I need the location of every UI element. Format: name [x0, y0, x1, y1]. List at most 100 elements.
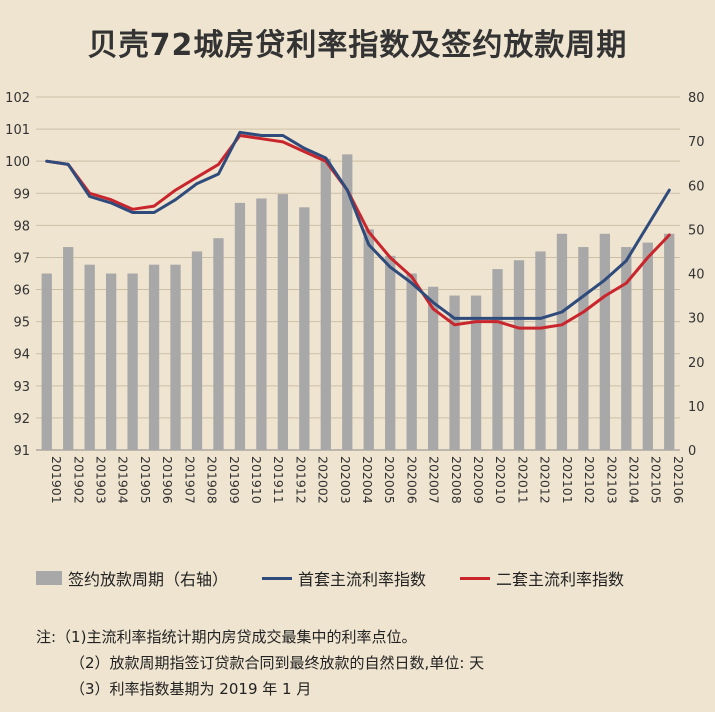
x-tick-label: 202004 — [360, 456, 375, 504]
right-tick-label: 0 — [688, 444, 696, 459]
x-tick-label: 201905 — [138, 456, 153, 504]
x-tick-label: 202010 — [493, 456, 508, 504]
bar-201910 — [234, 202, 246, 450]
x-tick-label: 201904 — [116, 456, 131, 504]
bar-201906 — [148, 264, 160, 450]
right-tick-label: 50 — [688, 223, 705, 238]
bar-201908 — [191, 251, 203, 450]
bar-201907 — [170, 264, 181, 450]
right-tick-label: 60 — [688, 179, 705, 194]
notes: 注:（1)主流利率指统计期内房贷成交最集中的利率点位。 （2）放款周期指签订贷款… — [36, 624, 484, 702]
bar-202101 — [556, 233, 568, 450]
x-tick-label: 202002 — [316, 456, 331, 504]
x-tick-label: 201908 — [205, 456, 220, 504]
bar-202001 — [299, 207, 310, 450]
bar-201905 — [127, 273, 138, 450]
x-tick-label: 201909 — [227, 456, 242, 504]
left-tick-label: 91 — [13, 444, 30, 459]
note-1: 注:（1)主流利率指统计期内房贷成交最集中的利率点位。 — [36, 628, 417, 646]
x-tick-label: 202101 — [560, 456, 575, 504]
x-tick-label: 201901 — [49, 456, 64, 504]
bar-201902 — [63, 247, 74, 450]
legend-swatch-first — [262, 576, 293, 580]
bar-202102 — [578, 247, 589, 450]
legend-swatch-second — [460, 576, 491, 580]
x-tick-label: 202103 — [604, 456, 619, 504]
bar-202105 — [642, 242, 653, 450]
bar-202006 — [406, 273, 417, 450]
bar-201901 — [41, 273, 52, 450]
left-tick-label: 95 — [13, 316, 30, 331]
bar-202106 — [664, 233, 675, 450]
bar-201911 — [256, 198, 267, 450]
x-tick-label: 202008 — [449, 456, 464, 504]
x-tick-label: 202106 — [671, 456, 686, 504]
left-tick-label: 102 — [5, 91, 30, 106]
right-tick-label: 10 — [688, 400, 705, 415]
left-tick-label: 92 — [13, 412, 30, 427]
bar-202010 — [492, 269, 503, 450]
x-tick-label: 201907 — [182, 456, 197, 504]
right-tick-label: 40 — [688, 268, 705, 283]
legend-item-bars: 签约放款周期（右轴） — [36, 566, 228, 590]
x-tick-label: 201903 — [94, 456, 109, 504]
bar-series — [41, 154, 675, 451]
x-tick-label: 202006 — [404, 456, 419, 504]
left-tick-label: 96 — [13, 284, 30, 299]
bar-202004 — [363, 229, 374, 450]
bar-201912 — [277, 194, 289, 450]
x-tick-label: 202007 — [427, 456, 442, 504]
legend: 签约放款周期（右轴） 首套主流利率指数 二套主流利率指数 — [36, 566, 696, 590]
x-tick-label: 201912 — [293, 456, 308, 504]
right-tick-label: 20 — [688, 356, 705, 371]
bar-202007 — [427, 286, 439, 450]
x-tick-label: 202003 — [338, 456, 353, 504]
line-second-home — [45, 134, 671, 330]
x-tick-label: 202012 — [538, 456, 553, 504]
line-first-home — [45, 130, 671, 320]
right-tick-label: 30 — [688, 312, 705, 327]
x-axis: 201901 201902 201903 201904 201905 201906 2019… — [49, 456, 686, 504]
bar-202003 — [342, 154, 353, 451]
x-tick-label: 202011 — [515, 456, 530, 504]
line-series — [45, 130, 671, 330]
bar-202011 — [513, 260, 525, 450]
left-tick-label: 93 — [13, 380, 30, 395]
bar-201904 — [105, 273, 117, 450]
bar-201903 — [84, 264, 95, 450]
x-tick-label: 202105 — [649, 456, 664, 504]
x-tick-label: 201902 — [71, 456, 86, 504]
legend-label-first: 首套主流利率指数 — [298, 570, 427, 589]
left-axis: 91 92 93 94 95 96 97 98 99 100 101 102 — [5, 91, 30, 459]
left-tick-label: 100 — [5, 155, 30, 170]
x-tick-label: 202009 — [471, 456, 486, 504]
legend-label-bars: 签约放款周期（右轴） — [68, 570, 229, 589]
bar-201909 — [213, 238, 224, 450]
note-3: （3）利率指数基期为 2019 年 1 月 — [70, 680, 312, 698]
bar-202008 — [449, 295, 460, 450]
bar-202104 — [621, 247, 632, 450]
x-tick-label: 202102 — [582, 456, 597, 504]
note-2: （2）放款周期指签订贷款合同到最终放款的自然日数,单位: 天 — [70, 654, 485, 672]
legend-swatch-bars — [36, 571, 62, 585]
x-tick-label: 202104 — [626, 456, 641, 504]
bar-202005 — [385, 255, 396, 450]
legend-label-second: 二套主流利率指数 — [496, 570, 625, 589]
left-tick-label: 99 — [13, 187, 30, 202]
chart-svg: 91 92 93 94 95 96 97 98 99 100 101 102 0 10 20 30 40 50 6… — [5, 91, 705, 504]
bar-202002 — [320, 158, 331, 450]
chart-title: 贝壳72城房贷利率指数及签约放款周期 — [87, 28, 628, 63]
legend-item-second: 二套主流利率指数 — [460, 566, 624, 590]
bar-202009 — [470, 295, 482, 450]
left-tick-label: 101 — [5, 123, 30, 138]
left-tick-label: 94 — [13, 348, 30, 363]
x-tick-label: 201911 — [271, 456, 286, 504]
left-tick-label: 98 — [13, 219, 30, 234]
grid-lines — [36, 96, 680, 451]
right-tick-label: 80 — [688, 91, 705, 106]
bar-202012 — [535, 251, 546, 450]
bar-202103 — [599, 233, 611, 450]
x-tick-label: 201910 — [249, 456, 264, 504]
left-tick-label: 97 — [13, 251, 30, 266]
x-tick-label: 201906 — [160, 456, 175, 504]
